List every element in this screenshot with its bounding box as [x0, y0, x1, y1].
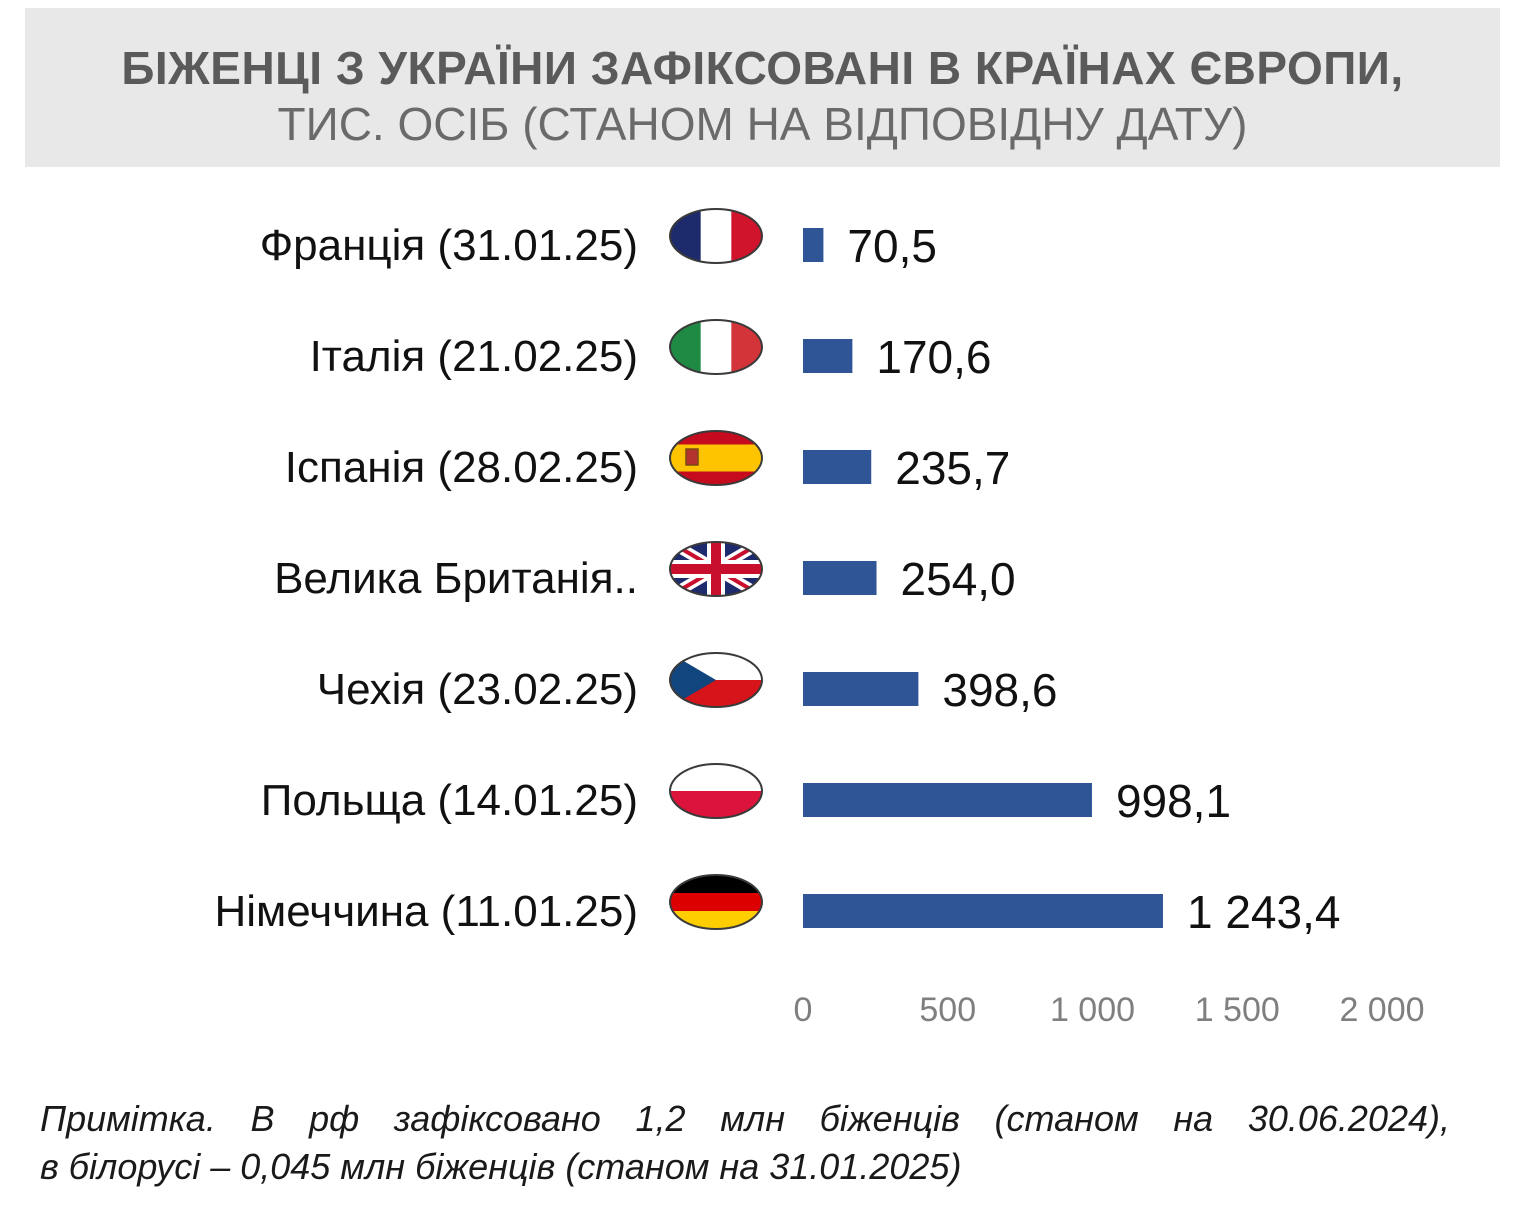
spain-flag	[669, 430, 763, 486]
category-label: Німеччина (11.01.25)	[214, 887, 638, 936]
category-label: Іспанія (28.02.25)	[285, 443, 638, 492]
footnote-line-1: Примітка. В рф зафіксовано 1,2 млн біжен…	[40, 1098, 1450, 1139]
bar-row: Франція (31.01.25) 70,5	[260, 208, 937, 272]
data-label: 170,6	[876, 331, 991, 383]
chart-subtitle: ТИС. ОСІБ (СТАНОМ НА ВІДПОВІДНУ ДАТУ)	[277, 98, 1248, 150]
bar	[803, 672, 919, 706]
x-tick-label: 0	[794, 991, 813, 1029]
category-label: Франція (31.01.25)	[260, 221, 638, 270]
category-label: Польща (14.01.25)	[261, 776, 638, 825]
x-axis: 0 500 1 000 1 500 2 000	[794, 991, 1425, 1029]
italy-flag	[669, 319, 763, 375]
category-label: Чехія (23.02.25)	[317, 665, 638, 714]
germany-flag	[669, 874, 763, 930]
bar-row: Велика Британія.. 254,0	[274, 541, 1016, 605]
bar	[803, 894, 1163, 928]
bar	[803, 561, 877, 595]
x-tick-label: 1 500	[1195, 991, 1280, 1029]
bar-row: Чехія (23.02.25) 398,6	[317, 652, 1058, 716]
bar-chart: Франція (31.01.25) 70,5 Італія (21.02.25) 1…	[214, 208, 1425, 1029]
category-label: Італія (21.02.25)	[310, 332, 638, 381]
category-label: Велика Британія..	[274, 554, 638, 603]
bar	[803, 339, 853, 373]
bar-row: Італія (21.02.25) 170,6	[310, 319, 992, 383]
footnote: Примітка. В рф зафіксовано 1,2 млн біжен…	[40, 1095, 1450, 1191]
czechia-flag	[669, 652, 763, 708]
bar	[803, 228, 824, 262]
chart-title-box: БІЖЕНЦІ З УКРАЇНИ ЗАФІКСОВАНІ В КРАЇНАХ …	[25, 8, 1500, 167]
data-label: 998,1	[1116, 775, 1231, 827]
x-tick-label: 2 000	[1339, 991, 1424, 1029]
uk-flag	[669, 541, 763, 597]
data-label: 254,0	[901, 553, 1016, 605]
france-flag	[669, 208, 763, 264]
poland-flag	[669, 763, 763, 819]
bar-row: Іспанія (28.02.25) 235,7	[285, 430, 1010, 494]
bar	[803, 783, 1092, 817]
data-label: 235,7	[895, 442, 1010, 494]
chart-title: БІЖЕНЦІ З УКРАЇНИ ЗАФІКСОВАНІ В КРАЇНАХ …	[121, 42, 1404, 94]
data-label: 70,5	[847, 220, 937, 272]
bar	[803, 450, 872, 484]
x-tick-label: 1 000	[1050, 991, 1135, 1029]
bar-row: Німеччина (11.01.25) 1 243,4	[214, 874, 1340, 938]
footnote-line-2: в білорусі – 0,045 млн біженців (станом …	[40, 1146, 962, 1187]
data-label: 1 243,4	[1187, 886, 1340, 938]
x-tick-label: 500	[919, 991, 976, 1029]
data-label: 398,6	[942, 664, 1057, 716]
bar-row: Польща (14.01.25) 998,1	[261, 763, 1231, 827]
